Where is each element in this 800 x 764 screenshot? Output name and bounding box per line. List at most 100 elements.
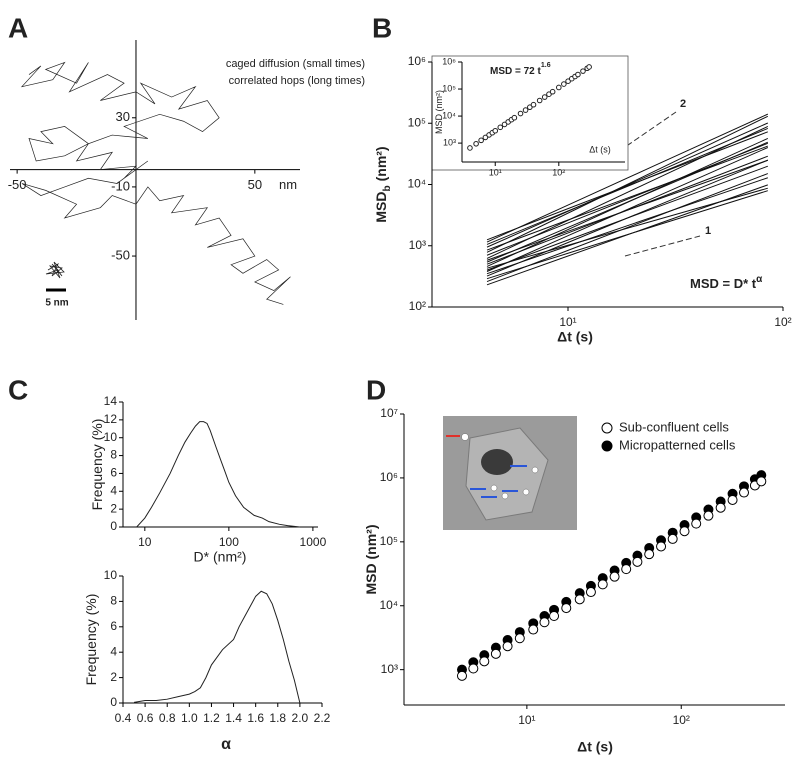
data-point [561,603,572,614]
y-axis-label-sub: b [382,185,393,191]
x-axis-label: nm [279,177,297,192]
x-tick-label: 100 [219,535,239,549]
data-point [609,571,620,582]
data-point [667,533,678,544]
legend-label: Micropatterned cells [619,437,736,452]
y-tick-label: 4 [110,644,117,658]
y-axis-label-text: Frequency (%) [83,594,99,686]
panel-letter: A [8,12,28,43]
y-tick-label: 8 [110,448,117,462]
annotation: 5 nm [45,298,68,309]
x-tick-label: 10² [673,713,690,727]
data-point [597,579,608,590]
x-tick-label: 2.0 [292,711,309,725]
data-point [539,617,550,628]
data-point [632,556,643,567]
data-point [656,541,667,552]
data-point [644,549,655,560]
data-point [514,633,525,644]
data-line [486,177,768,275]
y-tick-label: 10⁴ [379,598,398,612]
bead [501,492,509,500]
x-tick-label: 1000 [300,535,327,549]
y-tick-label: 10⁶ [442,56,456,66]
y-tick-label: 10 [104,568,118,582]
data-point [527,104,533,111]
data-point [478,137,484,144]
y-axis-label-text: Frequency (%) [89,419,105,511]
x-tick-label: 0.4 [115,711,132,725]
inset-frame [431,55,629,171]
data-point [479,656,490,667]
bead [531,466,539,474]
data-line [136,421,300,528]
data-point [473,140,479,147]
panel-letter: B [372,12,392,43]
data-point [492,127,499,134]
data-point [739,487,750,498]
x-axis-label: Δt (s) [557,329,593,345]
data-point [715,502,726,513]
data-point [468,663,479,674]
panel-letter: C [8,374,28,405]
y-tick-label: 2 [110,501,117,515]
y-axis-label: MSD (nm²) [363,525,379,595]
y-tick-label: 0 [110,695,117,709]
data-point [541,94,548,100]
data-point [756,476,767,487]
data-point [456,670,467,681]
y-tick-label: 10⁵ [442,83,456,93]
data-line [486,165,769,271]
x-tick-label: 0.8 [159,711,176,725]
nucleus [481,449,513,475]
data-point [530,101,537,108]
data-line [486,159,769,277]
y-tick-label: 30 [116,109,130,124]
data-line [486,127,769,245]
data-point [586,64,592,70]
data-point [522,107,529,113]
x-tick-label: -50 [8,177,27,192]
y-tick-label: 8 [110,594,117,608]
formula-exponent: α [756,274,763,285]
data-point [727,494,738,505]
y-tick-label: 10³ [409,238,426,252]
data-point [501,121,508,128]
x-tick-label: 10 [138,535,152,549]
y-tick-label: 12 [104,412,118,426]
y-tick-label: 10² [409,299,426,313]
data-line [486,142,769,256]
formula-exponent: 1.6 [541,62,551,69]
legend-marker [601,422,613,434]
x-tick-label: 10¹ [518,713,535,727]
data-point [549,611,560,622]
x-axis-label: Δt (s) [589,144,611,154]
data-point [561,81,567,87]
y-tick-label: 10⁶ [408,54,426,68]
data-point [517,110,524,117]
formula: MSD = D* tα [690,274,763,292]
data-point [679,526,690,537]
data-line [133,590,301,704]
y-tick-label: 10³ [443,137,456,147]
x-tick-label: 10¹ [489,167,502,177]
y-tick-label: 6 [110,466,117,480]
data-point [511,114,518,121]
y-tick-label: 10⁴ [407,177,426,191]
scale-blob [45,261,65,279]
x-tick-label: 1.6 [247,711,264,725]
y-tick-label: 6 [110,619,117,633]
legend-label: Sub-confluent cells [619,419,729,434]
y-tick-label: 10⁵ [380,534,398,548]
data-point [556,84,562,91]
y-tick-label: 14 [104,394,118,408]
formula-text: MSD = 72 t [490,66,542,77]
x-tick-label: 1.0 [181,711,198,725]
slope-label: 1 [705,225,711,237]
data-point [497,124,504,131]
y-tick-label: 4 [110,483,117,497]
y-axis-label-text: MSD (nm²) [363,525,379,595]
data-line [486,131,769,241]
beads [461,433,539,500]
